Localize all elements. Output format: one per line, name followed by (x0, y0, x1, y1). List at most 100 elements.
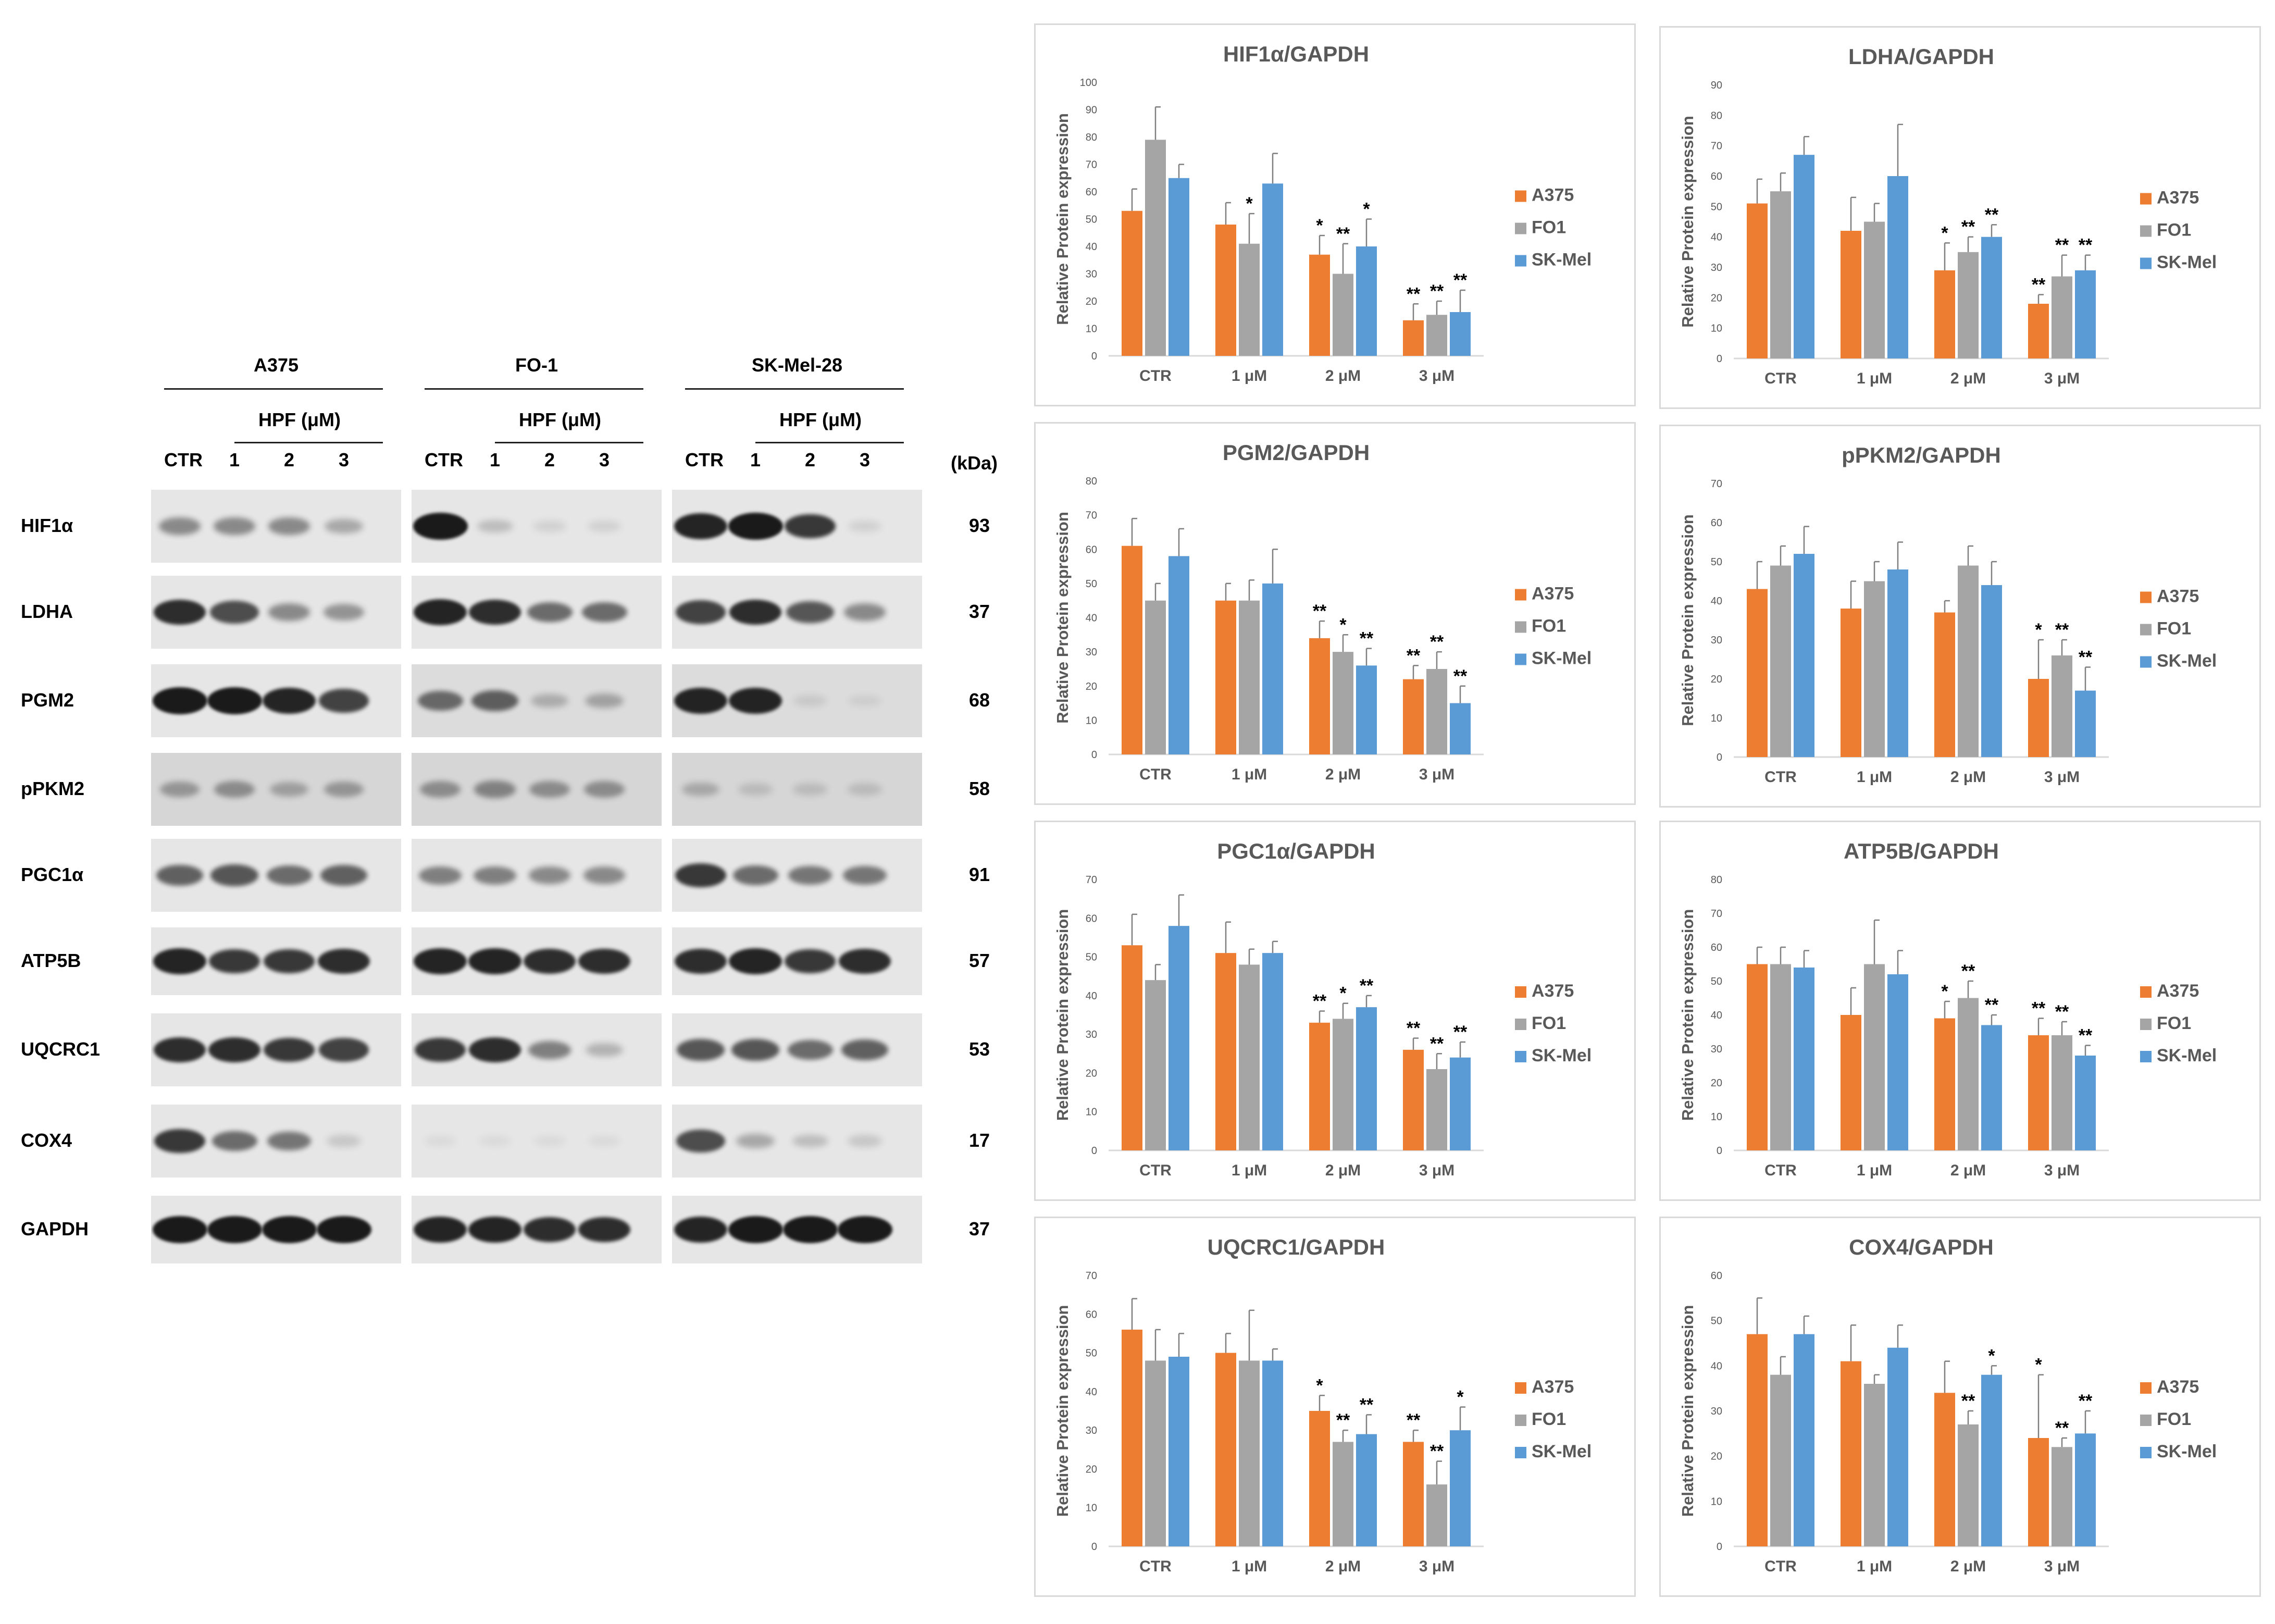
y-tick-label: 10 (1711, 1496, 1722, 1507)
blot-band (729, 599, 782, 625)
bar (1145, 140, 1166, 356)
significance-marker: ** (1313, 601, 1327, 621)
x-tick-label: 3 μM (1419, 367, 1454, 385)
y-tick-label: 30 (1711, 1044, 1722, 1055)
bar (1864, 964, 1885, 1150)
bar (1841, 609, 1861, 757)
blot-strip (151, 664, 401, 737)
bar (1333, 1442, 1353, 1546)
bar (1215, 600, 1236, 754)
y-tick-label: 70 (1711, 478, 1722, 490)
blot-band (784, 949, 836, 974)
blot-band (152, 1216, 207, 1243)
significance-marker: ** (1407, 646, 1421, 665)
y-axis-label: Relative Protein expression (1679, 909, 1697, 1121)
y-tick-label: 30 (1086, 1425, 1097, 1436)
treatment-label: HPF (μM) (779, 409, 862, 430)
chart-panel-uqcrc1: UQCRC1/GAPDH Relative Protein expression 0… (1034, 1217, 1636, 1597)
significance-marker: ** (1407, 1410, 1421, 1430)
blot-strip (151, 576, 401, 649)
x-tick-label: CTR (1139, 1162, 1172, 1179)
blot-strip (672, 753, 922, 826)
legend-label: SK-Mel (1532, 649, 1592, 668)
bar (1887, 1347, 1908, 1546)
blot-band (528, 866, 571, 884)
blot-band (212, 1131, 257, 1151)
significance-marker: ** (1453, 270, 1468, 290)
bar (1887, 569, 1908, 757)
bar (1747, 1334, 1768, 1546)
cell-line-label: FO-1 (515, 354, 558, 376)
x-tick-label: 3 μM (1419, 1162, 1454, 1179)
blot-band (153, 1037, 206, 1063)
blot-band (420, 781, 461, 798)
y-tick-label: 60 (1086, 913, 1097, 924)
lane-label: 1 (489, 449, 501, 470)
legend-label: FO1 (2157, 619, 2191, 639)
x-tick-label: 1 μM (1232, 367, 1267, 385)
blot-band (527, 602, 573, 623)
legend-label: FO1 (2157, 1013, 2191, 1033)
bar (2075, 1056, 2096, 1150)
x-tick-label: CTR (1139, 367, 1172, 385)
lane-label: 2 (804, 449, 816, 470)
blot-band (413, 599, 467, 626)
blot-band (153, 948, 207, 975)
bar (1981, 237, 2002, 358)
bar (1747, 589, 1768, 757)
chart-panel-ppkm2: pPKM2/GAPDH Relative Protein expression 0 1… (1659, 425, 2261, 808)
bar (1122, 1330, 1142, 1546)
legend-swatch (1515, 1447, 1526, 1458)
legend-label: A375 (1532, 981, 1574, 1001)
bar (1450, 1430, 1471, 1546)
protein-label: ATP5B (21, 950, 81, 971)
kda-label: 68 (969, 689, 990, 711)
y-tick-label: 70 (1711, 141, 1722, 152)
blot-band (474, 780, 516, 798)
legend-swatch (2140, 656, 2152, 668)
y-tick-label: 0 (1091, 749, 1097, 761)
chart-title: HIF1α/GAPDH (1223, 42, 1369, 66)
chart-panel-pgm2: PGM2/GAPDH Relative Protein expression 0 10… (1034, 422, 1636, 805)
blot-band (676, 1130, 725, 1152)
blot-band (316, 1216, 371, 1243)
blot-band (207, 687, 262, 714)
significance-marker: ** (2032, 999, 2046, 1019)
significance-marker: ** (1430, 1442, 1444, 1461)
y-tick-label: 70 (1086, 510, 1097, 522)
significance-marker: ** (2055, 235, 2069, 255)
blot-strip (151, 839, 401, 912)
x-tick-label: 2 μM (1325, 766, 1361, 783)
protein-label: LDHA (21, 601, 73, 622)
blot-band (207, 1216, 262, 1243)
blot-band (847, 1135, 882, 1147)
blot-band (588, 1136, 621, 1146)
bar (1239, 600, 1260, 754)
bar (2028, 1438, 2049, 1546)
y-axis-label: Relative Protein expression (1053, 909, 1072, 1121)
y-tick-label: 50 (1711, 556, 1722, 568)
blot-band (837, 1216, 892, 1243)
legend-swatch (1515, 190, 1526, 202)
y-tick-label: 0 (1717, 752, 1722, 763)
y-tick-label: 10 (1711, 713, 1722, 724)
kda-label: 93 (969, 515, 990, 536)
blot-band (848, 520, 882, 532)
blot-band (471, 690, 518, 712)
y-tick-label: 10 (1086, 1107, 1097, 1118)
bar (1841, 231, 1861, 358)
bar (1934, 612, 1955, 757)
x-tick-label: 3 μM (2044, 768, 2080, 786)
legend-swatch (1515, 589, 1526, 601)
cell-line-underline (164, 388, 383, 390)
treatment-label: HPF (μM) (258, 409, 341, 430)
blot-band (782, 1216, 838, 1243)
significance-marker: ** (1985, 995, 1999, 1015)
blot-band (578, 1217, 631, 1243)
y-tick-label: 80 (1711, 110, 1722, 121)
significance-marker: ** (2079, 1026, 2093, 1046)
y-axis-label: Relative Protein expression (1053, 113, 1072, 325)
blot-band (529, 781, 570, 798)
x-tick-label: 1 μM (1857, 370, 1892, 387)
bar (1333, 652, 1353, 754)
